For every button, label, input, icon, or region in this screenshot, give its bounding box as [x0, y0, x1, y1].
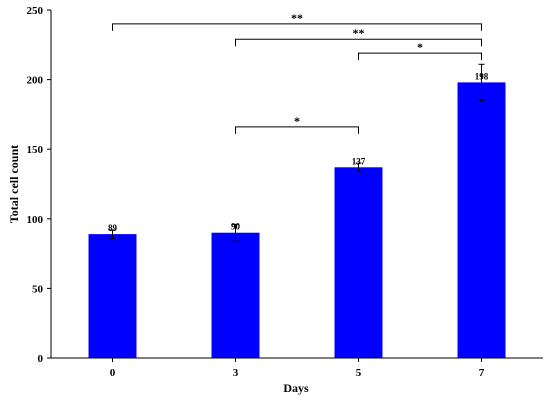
x-tick-label: 5	[356, 367, 362, 379]
x-axis-title: Days	[283, 381, 309, 395]
y-axis-title: Total cell count	[7, 145, 21, 223]
x-axis-ticks: 0 3 5 7	[110, 358, 485, 379]
data-labels: 89 90 137 198	[108, 71, 489, 233]
significance-label: *	[294, 114, 300, 128]
bar	[211, 232, 260, 358]
significance-bracket	[235, 38, 482, 47]
significance-bracket	[358, 52, 482, 61]
y-tick-label: 200	[27, 75, 44, 87]
bar	[457, 82, 506, 358]
x-tick-label: 3	[233, 367, 239, 379]
y-tick-label: 150	[27, 144, 44, 156]
error-bars	[109, 63, 485, 242]
y-tick-label: 250	[27, 5, 44, 17]
y-tick-label: 50	[32, 283, 44, 295]
y-tick-label: 100	[27, 214, 44, 226]
data-label: 137	[352, 156, 366, 166]
significance-bracket	[235, 126, 359, 134]
y-axis-ticks: 0 50 100 150 200 250	[27, 5, 51, 365]
significance-bracket	[112, 23, 482, 31]
data-label: 198	[475, 71, 489, 81]
significance-label: **	[291, 11, 303, 25]
bar	[88, 234, 137, 358]
significance-brackets: ******	[112, 11, 482, 134]
bar	[334, 167, 383, 358]
y-tick-label: 0	[38, 353, 44, 365]
x-tick-label: 7	[479, 367, 485, 379]
x-tick-label: 0	[110, 367, 116, 379]
significance-label: *	[417, 40, 423, 54]
data-label: 89	[108, 223, 118, 233]
significance-label: **	[353, 26, 365, 40]
bars	[88, 82, 506, 358]
data-label: 90	[231, 222, 241, 232]
